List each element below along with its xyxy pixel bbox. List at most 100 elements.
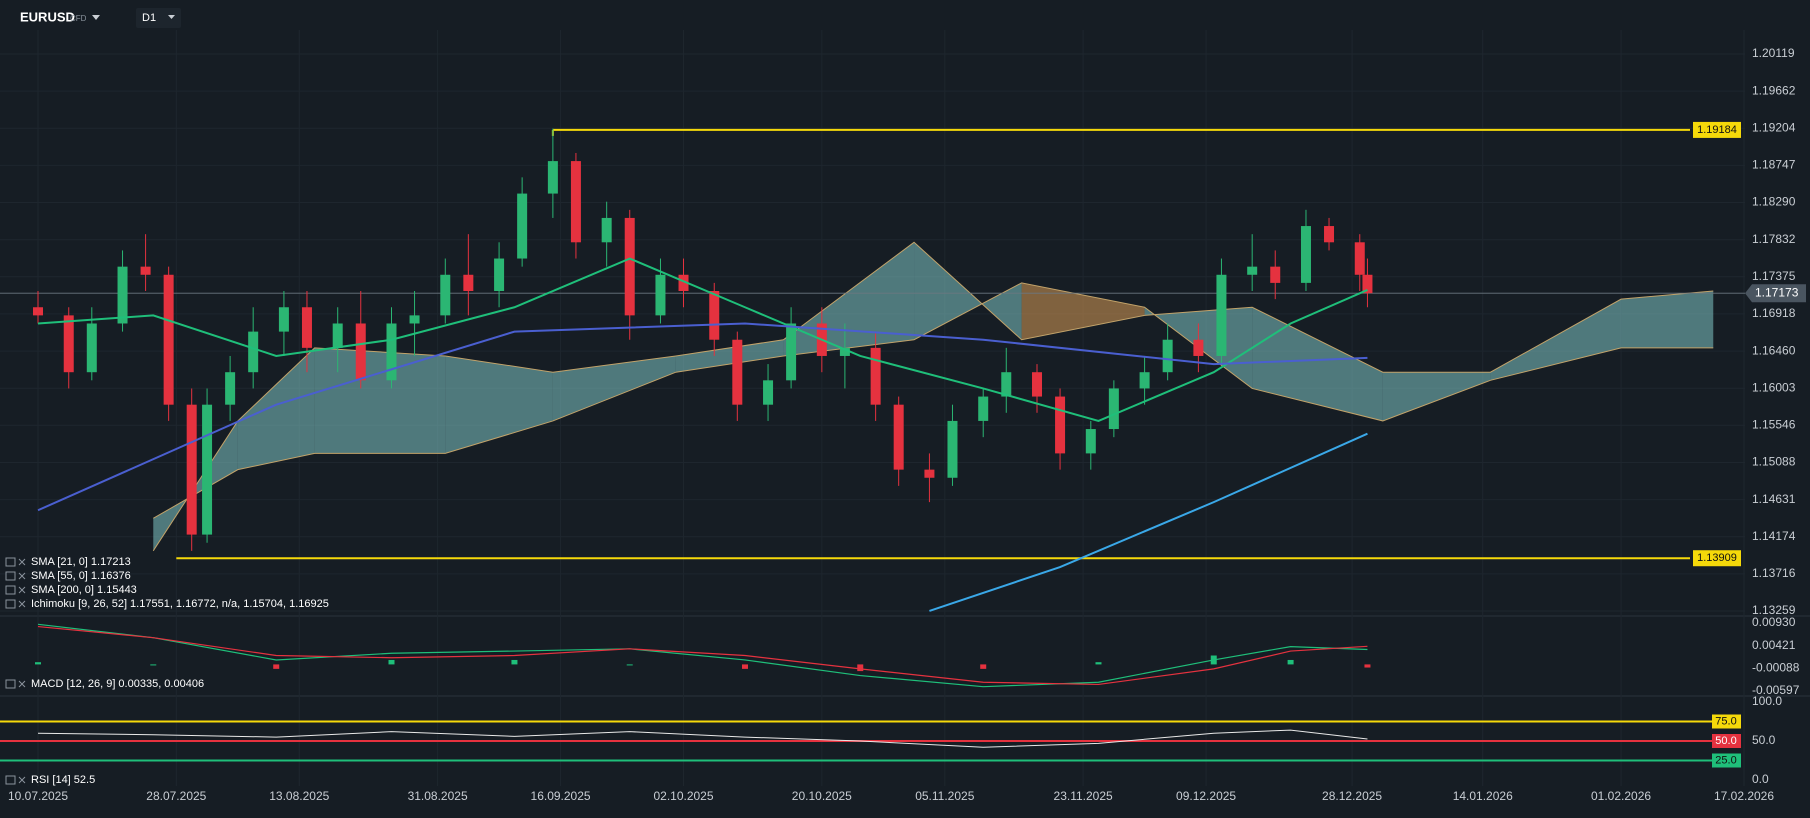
- dropdown-arrow[interactable]: [168, 15, 175, 19]
- rsi-level-label: 50.0: [1715, 735, 1736, 747]
- timeframe-box[interactable]: [136, 8, 181, 28]
- y-tick-label: 1.19662: [1752, 83, 1796, 97]
- rsi-level-label: 25.0: [1715, 754, 1736, 766]
- histogram-bar: [35, 662, 41, 665]
- y-tick-label: 1.17832: [1752, 232, 1796, 246]
- candle-body: [140, 266, 151, 275]
- legend-entry: SMA [200, 0] 1.15443: [31, 584, 137, 596]
- candle-body: [1247, 266, 1258, 275]
- x-tick-label: 20.10.2025: [792, 789, 852, 803]
- sma-line: [37, 322, 1368, 512]
- legend-entry: MACD [12, 26, 9] 0.00335, 0.00406: [31, 678, 204, 690]
- rsi-line: [37, 729, 1368, 748]
- cloud-segment: [675, 339, 784, 373]
- histogram-bar: [980, 664, 987, 669]
- candle-body: [924, 469, 935, 478]
- y-tick-label: 1.16918: [1752, 306, 1796, 320]
- candle-body: [1139, 372, 1150, 389]
- candle-body: [547, 161, 558, 194]
- histogram-bar: [511, 659, 518, 665]
- candle-body: [1162, 339, 1173, 373]
- toolbar: EURUSD CFD D1: [20, 8, 181, 28]
- cloud-segment: [314, 347, 446, 454]
- candle-body: [355, 323, 366, 381]
- histogram-bar: [1287, 659, 1294, 665]
- candle-body: [33, 307, 43, 316]
- legend-entry: Ichimoku [9, 26, 52] 1.17551, 1.16772, n…: [31, 598, 329, 610]
- last-price-label: 1.17173: [1755, 285, 1799, 299]
- level-label-box: [1693, 121, 1741, 138]
- candle-body: [732, 339, 743, 405]
- candle-body: [202, 404, 213, 535]
- legend-close: [18, 680, 26, 688]
- candle-body: [386, 323, 397, 381]
- candle-body: [186, 404, 197, 535]
- x-tick-label: 01.02.2026: [1591, 789, 1651, 803]
- signal-line: [37, 625, 1368, 686]
- legend-close: [18, 600, 26, 608]
- candle-body: [301, 307, 312, 348]
- legend-icon: [5, 585, 16, 595]
- cloud-segment: [1252, 307, 1383, 421]
- timeframe[interactable]: D1: [142, 12, 156, 24]
- span-b-line: [153, 282, 1714, 519]
- cloud-segment: [1621, 291, 1714, 348]
- y-tick-label: 50.0: [1752, 733, 1776, 747]
- candle-body: [63, 315, 74, 373]
- cloud-segment: [552, 355, 676, 421]
- legend-icon: [5, 599, 16, 609]
- legend-entry: SMA [21, 0] 1.17213: [31, 556, 131, 568]
- histogram-bar: [626, 664, 633, 666]
- candle-body: [709, 291, 720, 340]
- y-tick-label: 1.14174: [1752, 529, 1796, 543]
- cloud-segment: [237, 347, 315, 470]
- x-tick-label: 28.12.2025: [1322, 789, 1382, 803]
- instrument-type: CFD: [70, 14, 87, 23]
- x-tick-label: 23.11.2025: [1054, 789, 1113, 803]
- candle-body: [678, 274, 689, 292]
- y-tick-label: 1.16003: [1752, 380, 1796, 394]
- histogram-bar: [741, 664, 748, 669]
- cloud-segment: [1490, 299, 1622, 381]
- x-tick-label: 13.08.2025: [269, 789, 329, 803]
- candle-body: [278, 307, 289, 332]
- legend-close: [18, 558, 26, 566]
- candle-body: [117, 266, 128, 324]
- y-tick-label: 0.0: [1752, 772, 1769, 786]
- sma-line: [37, 257, 1368, 422]
- candle-body: [1324, 226, 1335, 243]
- x-tick-label: 10.07.2025: [8, 789, 68, 803]
- histogram-bar: [150, 664, 157, 666]
- candle-body: [1108, 388, 1119, 430]
- candle-body: [1001, 372, 1012, 397]
- candle-body: [248, 331, 259, 373]
- histogram-bar: [1364, 664, 1371, 668]
- x-tick-label: 02.10.2025: [653, 789, 713, 803]
- legend-entry: SMA [55, 0] 1.16376: [31, 570, 131, 582]
- candle-body: [570, 161, 581, 243]
- y-tick-label: 0.00930: [1752, 615, 1796, 629]
- candle-body: [947, 420, 958, 478]
- candle-body: [1270, 266, 1281, 283]
- candle-body: [601, 217, 612, 243]
- x-tick-label: 31.08.2025: [408, 789, 468, 803]
- legend-close: [18, 776, 26, 784]
- candle-body: [1032, 372, 1043, 397]
- legend-icon: [5, 571, 16, 581]
- y-tick-label: 1.16460: [1752, 343, 1796, 357]
- sma-line: [929, 432, 1368, 612]
- macd-line: [37, 623, 1368, 688]
- symbol[interactable]: EURUSD: [20, 9, 75, 24]
- legend-icon: [5, 775, 16, 785]
- y-tick-label: 1.18290: [1752, 195, 1796, 209]
- legend-entry: RSI [14] 52.5: [31, 774, 95, 786]
- candle-body: [1193, 339, 1204, 356]
- histogram-bar: [1095, 662, 1102, 665]
- y-tick-label: 1.13259: [1752, 603, 1796, 617]
- candle-body: [517, 193, 528, 259]
- candle-body: [1354, 242, 1365, 275]
- x-tick-label: 05.11.2025: [915, 789, 974, 803]
- y-tick-label: 1.17375: [1752, 269, 1796, 283]
- dropdown-arrow[interactable]: [92, 15, 100, 20]
